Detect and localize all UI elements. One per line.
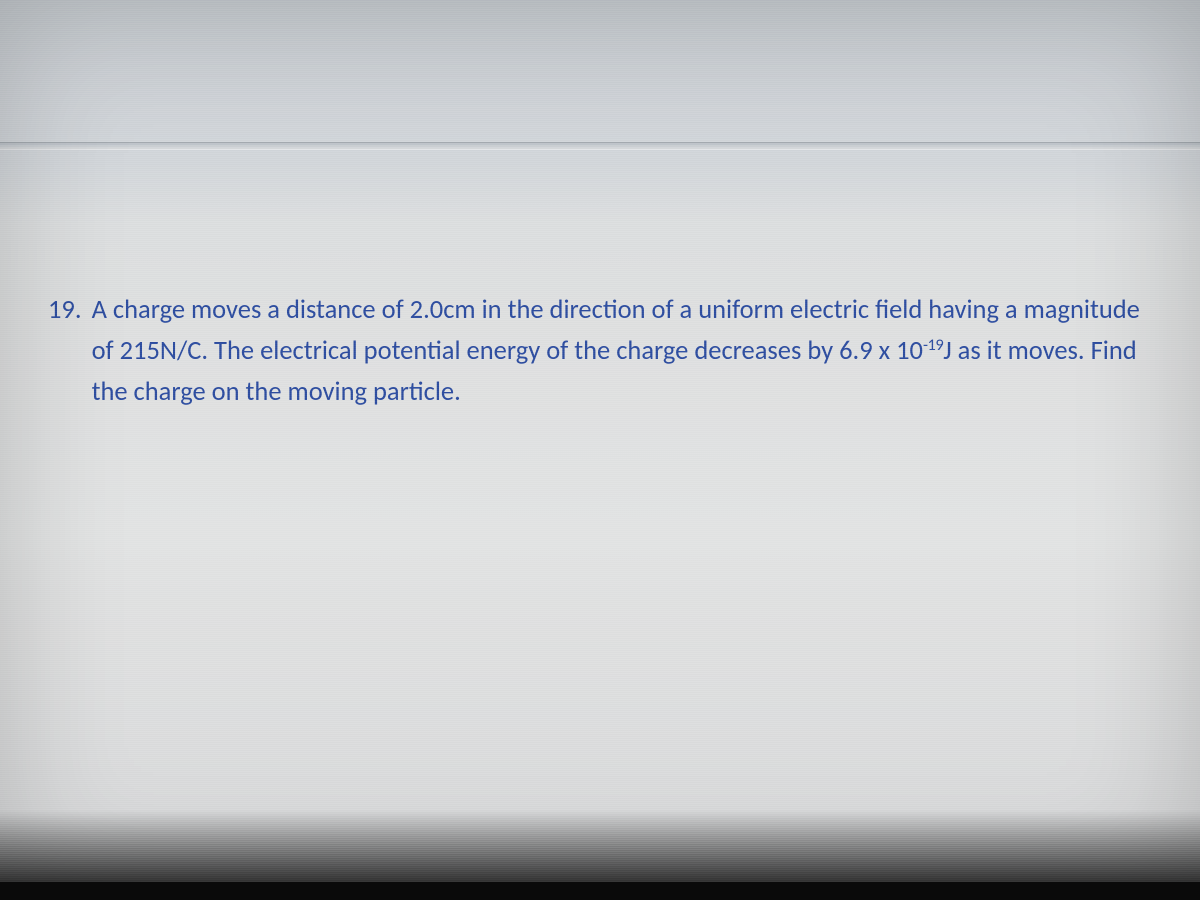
screen-bottom-edge [0,882,1200,900]
question-19: 19. A charge moves a distance of 2.0cm i… [48,290,1152,413]
screen-texture [0,0,1200,900]
screen-vignette [0,0,1200,900]
section-divider [0,142,1200,150]
question-number: 19. [48,290,92,413]
question-exponent: -19 [923,335,943,355]
question-text: A charge moves a distance of 2.0cm in th… [92,290,1152,413]
question-block: 19. A charge moves a distance of 2.0cm i… [48,290,1152,413]
